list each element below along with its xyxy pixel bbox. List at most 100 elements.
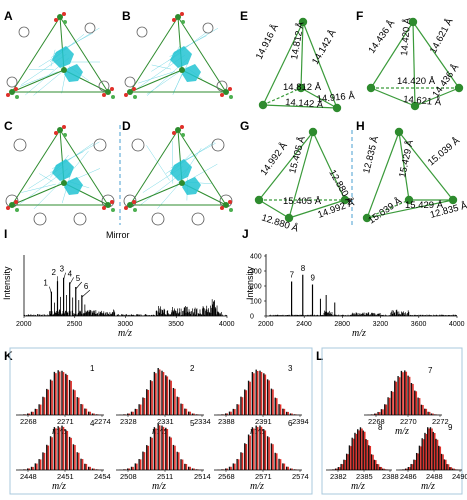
isotope-bar-sim bbox=[62, 426, 65, 470]
isotope-bar-exp bbox=[377, 411, 379, 415]
isotope-bar-exp bbox=[168, 436, 171, 470]
isotope-bar-sim bbox=[358, 430, 361, 470]
isotope-bar-exp bbox=[384, 404, 386, 415]
oxygen-atom bbox=[6, 93, 10, 97]
tetra-edge bbox=[302, 21, 338, 109]
isotope-plot: 238823912394m/z3 bbox=[214, 364, 309, 437]
isotope-bar-sim bbox=[58, 371, 61, 415]
isotope-bar-exp bbox=[68, 379, 71, 415]
isotope-bar-exp bbox=[430, 413, 433, 415]
isotope-bar-sim bbox=[253, 373, 255, 415]
panel-label-h: H bbox=[356, 119, 365, 133]
tetra-edge bbox=[366, 199, 454, 219]
phenyl-ring bbox=[18, 26, 30, 38]
ligand-bond bbox=[146, 71, 180, 95]
y-tick-label: 0 bbox=[250, 314, 254, 321]
isotope-bar-exp bbox=[225, 468, 227, 470]
isotope-bar-exp bbox=[146, 445, 148, 470]
isotope-bar-exp bbox=[161, 425, 163, 470]
isotope-bar-sim bbox=[70, 437, 72, 470]
isotope-label: 7 bbox=[428, 366, 433, 375]
peak-label: 9 bbox=[311, 274, 316, 283]
isotope-bar-exp bbox=[357, 429, 359, 470]
isotope-bar-sim bbox=[260, 371, 263, 415]
isotope-bar-exp bbox=[407, 375, 409, 415]
oxygen-atom bbox=[172, 18, 176, 22]
panel-label-a: A bbox=[4, 9, 13, 23]
phenyl-ring bbox=[13, 138, 27, 152]
isotope-bar-exp bbox=[415, 452, 418, 470]
isotope-bar-sim bbox=[383, 468, 385, 470]
oxygen-atom bbox=[102, 206, 106, 210]
x-tick-label: 2486 bbox=[400, 472, 417, 481]
isotope-bar-sim bbox=[363, 431, 366, 470]
isotope-bar-exp bbox=[359, 427, 362, 470]
isotope-bar-exp bbox=[351, 437, 353, 470]
panel-label-e: E bbox=[240, 9, 248, 23]
isotope-bar-exp bbox=[184, 463, 186, 470]
isotope-bar-sim bbox=[51, 380, 53, 415]
isotope-bar-sim bbox=[385, 404, 388, 415]
isotope-bar-sim bbox=[344, 459, 347, 470]
isotope-bar-sim bbox=[39, 404, 42, 415]
isotope-bar-exp bbox=[285, 466, 288, 470]
isotope-bar-sim bbox=[39, 459, 42, 470]
metal-node bbox=[57, 14, 63, 20]
ligand-bond bbox=[59, 150, 89, 186]
isotope-bar-sim bbox=[36, 409, 38, 415]
isotope-bar-sim bbox=[439, 446, 442, 470]
distance-label: 15.039 Å bbox=[426, 135, 463, 168]
isotope-bar-exp bbox=[259, 425, 261, 470]
isotope-bar-exp bbox=[289, 413, 292, 415]
isotope-bar-exp bbox=[149, 380, 152, 415]
spectrum-j: Intensity m/z 2000 2400 2800 3200 3600 4000 0 1… bbox=[245, 254, 465, 340]
isotope-bar-sim bbox=[264, 374, 267, 415]
isotope-bar-exp bbox=[57, 370, 59, 415]
isotope-bar-exp bbox=[130, 411, 133, 415]
isotope-plot: 2448 2451 2454 m/z 4 bbox=[16, 419, 111, 492]
x-tick-label: 2500 bbox=[67, 321, 83, 328]
isotope-bar-sim bbox=[158, 369, 161, 415]
isotope-label: 3 bbox=[288, 364, 293, 373]
isotope-label: 8 bbox=[378, 423, 383, 432]
phenyl-ring bbox=[98, 80, 110, 92]
cage-edge bbox=[11, 16, 61, 93]
distance-label: 14.621 Å bbox=[403, 94, 443, 108]
molecule-structure bbox=[123, 125, 233, 226]
molecule-structure bbox=[6, 12, 115, 99]
isotope-bar-sim bbox=[283, 463, 286, 470]
metal-node bbox=[61, 67, 67, 73]
isotope-label: 6 bbox=[288, 419, 293, 428]
isotope-bar-exp bbox=[127, 413, 129, 415]
isotope-plot: 226822712274m/z1 bbox=[16, 364, 111, 437]
isotope-bar-exp bbox=[130, 466, 133, 470]
isotope-bar-exp bbox=[165, 375, 167, 415]
isotope-bar-sim bbox=[185, 464, 188, 470]
x-tick-label: 3200 bbox=[373, 321, 389, 328]
isotope-bar-exp bbox=[61, 425, 63, 470]
tetrahedron-e: 14.916 Å 14.812 Å 14.142 Å14.812 Å14.142 Å… bbox=[254, 17, 356, 113]
isotope-bar-exp bbox=[134, 408, 137, 415]
isotope-bar-sim bbox=[230, 411, 232, 415]
isotope-bar-sim bbox=[234, 409, 236, 415]
tetra-edge bbox=[262, 104, 338, 109]
spec-j-ylabel: Intensity bbox=[245, 266, 255, 300]
isotope-bar-sim bbox=[147, 445, 150, 470]
phenyl-ring bbox=[136, 26, 148, 38]
isotope-bar-exp bbox=[263, 429, 265, 470]
distance-label: 15.429 Å bbox=[405, 200, 444, 211]
cyan-ring bbox=[64, 177, 83, 195]
distance-label: 14.420 Å bbox=[397, 76, 436, 87]
isotope-bar-exp bbox=[278, 404, 280, 415]
peak-leader bbox=[75, 281, 82, 290]
oxygen-atom bbox=[132, 200, 136, 204]
isotope-bar-exp bbox=[172, 444, 175, 470]
fluorine-atom bbox=[111, 208, 115, 212]
isotope-bar-sim bbox=[55, 428, 57, 470]
tetra-vertex bbox=[454, 83, 464, 93]
fluorine-atom bbox=[63, 20, 67, 24]
isotope-panels: 2268 2271 2274 m/z 1 2328 2331 2334 m/z 2 2388 2391… bbox=[16, 364, 467, 492]
isotope-bar-exp bbox=[65, 429, 67, 470]
isotope-bar-exp bbox=[240, 452, 242, 470]
oxygen-atom bbox=[220, 93, 224, 97]
